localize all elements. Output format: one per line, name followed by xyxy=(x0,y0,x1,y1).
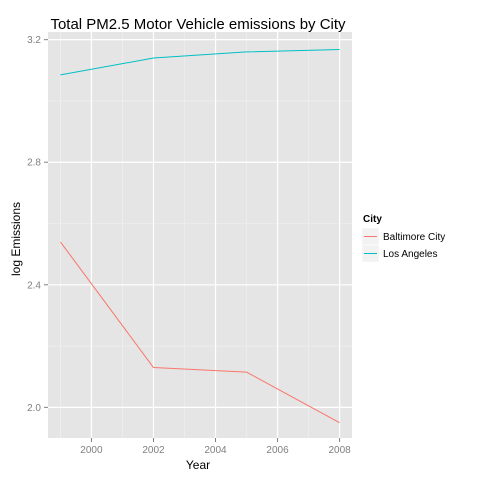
y-tick-label: 3.2 xyxy=(27,35,41,46)
x-tick-label: 2002 xyxy=(142,445,165,456)
y-tick-label: 2.8 xyxy=(27,158,41,169)
series-line-1 xyxy=(60,48,340,76)
x-axis-label: Year xyxy=(186,458,210,472)
grid-minor xyxy=(48,32,352,438)
plot-panel xyxy=(48,32,352,438)
y-tick-label: 2.4 xyxy=(27,280,41,291)
series-lines xyxy=(60,48,340,424)
x-tick-label: 2000 xyxy=(80,445,103,456)
y-axis-label: log Emissions xyxy=(9,202,23,276)
grid-major xyxy=(48,32,352,438)
legend-label: Los Angeles xyxy=(383,249,438,260)
legend-title: City xyxy=(363,214,382,225)
series-line-0 xyxy=(60,241,340,424)
x-tick-label: 2006 xyxy=(266,445,289,456)
legend: City Baltimore City Los Angeles xyxy=(361,214,445,263)
legend-label: Baltimore City xyxy=(383,232,445,243)
x-axis-ticks: 2000 2002 2004 2006 2008 xyxy=(80,438,351,456)
y-axis-ticks: 2.0 2.4 2.8 3.2 xyxy=(27,35,48,414)
chart-title: Total PM2.5 Motor Vehicle emissions by C… xyxy=(50,16,346,33)
x-tick-label: 2004 xyxy=(204,445,227,456)
x-tick-label: 2008 xyxy=(328,445,351,456)
y-tick-label: 2.0 xyxy=(27,403,41,414)
